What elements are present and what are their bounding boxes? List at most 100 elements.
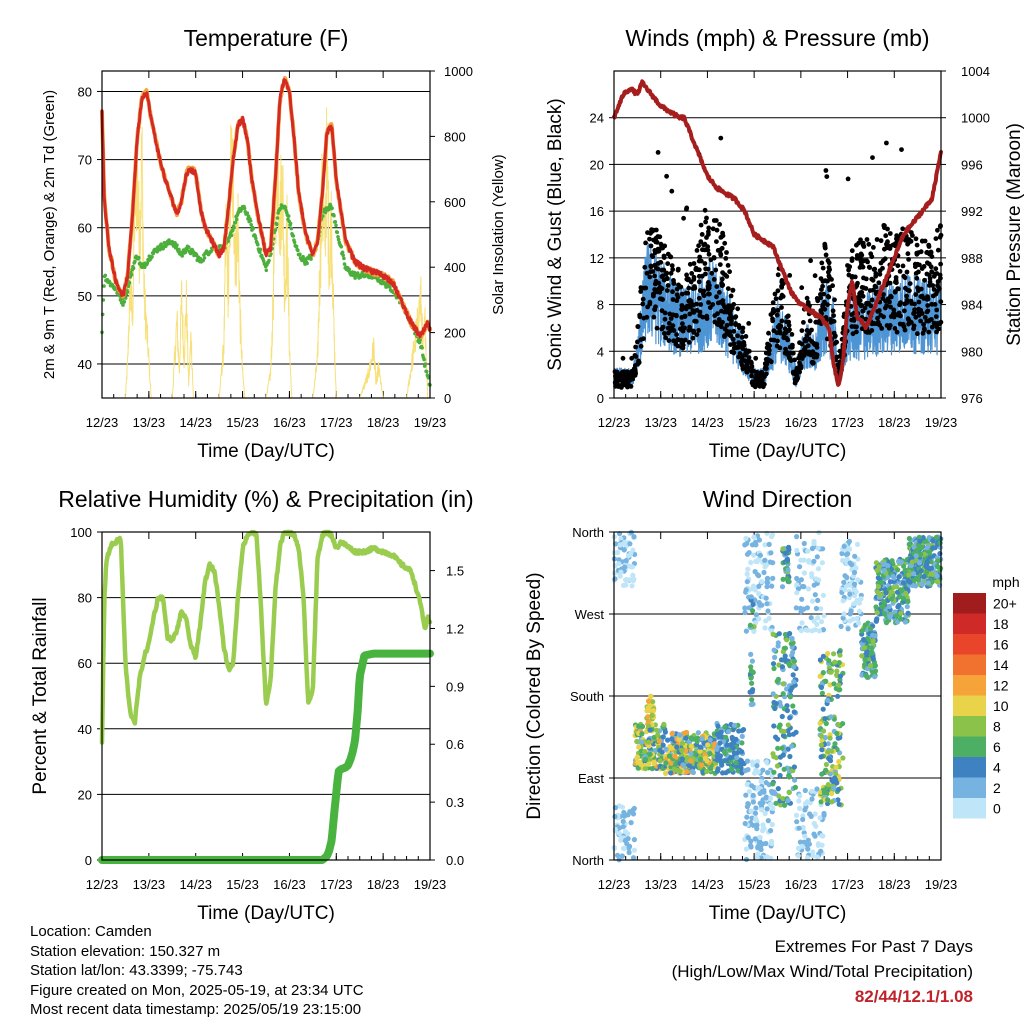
dir-direction-point: [623, 582, 629, 588]
wind-y2tick-label: 1000: [961, 111, 990, 126]
wind-gust-point: [657, 234, 663, 240]
dir-direction-point: [788, 687, 794, 694]
wind-gust-point: [702, 261, 708, 266]
dir-direction-point: [618, 569, 624, 575]
rh-xtick-label: 18/23: [367, 877, 400, 892]
wind-gust-point: [779, 285, 785, 290]
dir-direction-point: [805, 846, 811, 852]
dir-direction-point: [819, 747, 825, 753]
wind-gust-point: [818, 292, 823, 297]
dir-direction-point: [840, 755, 846, 761]
wind-gust-point: [898, 313, 903, 319]
dir-direction-point: [836, 801, 842, 807]
wind-gust-point: [789, 332, 795, 337]
wind-gust-point: [916, 288, 921, 293]
wind-gust-point: [706, 285, 712, 291]
dir-direction-point: [810, 853, 816, 859]
rh-y2tick-label: 1.2: [446, 621, 464, 636]
dir-direction-point: [902, 567, 908, 574]
dir-direction-point: [630, 811, 637, 817]
wind-gust-point: [751, 368, 756, 374]
dir-direction-point: [853, 565, 859, 571]
dir-direction-point: [770, 781, 776, 787]
wind-gust-point: [920, 330, 926, 336]
wind-gust-point: [885, 226, 890, 232]
rh-xtick-label: 12/23: [86, 877, 119, 892]
dir-direction-point: [809, 788, 815, 794]
wind-gust-point: [704, 215, 709, 221]
dir-direction-point: [617, 573, 623, 579]
dir-xtick-label: 17/23: [831, 877, 864, 892]
dir-direction-point: [862, 662, 868, 668]
dir-direction-point: [778, 657, 785, 663]
wind-gust-point: [707, 305, 713, 310]
dir-direction-point: [631, 805, 637, 812]
rh-y2tick-label: 0.6: [446, 737, 464, 752]
temp-y2tick-label: 1000: [444, 64, 473, 79]
dir-direction-point: [838, 623, 844, 630]
wind-gust-point: [726, 332, 732, 338]
dir-direction-point: [749, 658, 756, 664]
dir-direction-point: [924, 545, 930, 551]
dir-direction-point: [807, 811, 813, 817]
temp-dewpoint-point: [340, 250, 345, 255]
temp-ytick-label: 60: [78, 221, 92, 236]
dir-direction-point: [748, 594, 754, 600]
temp-dewpoint-point: [255, 242, 260, 247]
dir-direction-point: [745, 566, 751, 572]
wind-gust-point: [814, 296, 820, 301]
wind-gust-point: [689, 271, 695, 276]
dir-direction-point: [801, 584, 807, 590]
wind-gust-point: [930, 283, 936, 288]
dir-direction-point: [847, 618, 853, 624]
temp-dewpoint-point: [258, 250, 262, 254]
dir-direction-point: [801, 570, 808, 576]
wind-gust-point: [653, 227, 659, 233]
dir-direction-point: [798, 628, 804, 634]
dir-direction-point: [668, 760, 674, 766]
dir-direction-point: [899, 588, 905, 594]
dir-direction-point: [867, 662, 874, 669]
dir-direction-point: [775, 786, 781, 792]
temp-dewpoint-point: [273, 228, 278, 232]
dir-direction-point: [768, 550, 774, 556]
dir-direction-point: [809, 598, 816, 604]
wind-gust-point: [822, 243, 828, 249]
dir-direction-point: [814, 554, 820, 560]
dir-direction-point: [757, 552, 764, 558]
temp-dewpoint-point: [175, 243, 179, 247]
wind-gust-point: [935, 321, 940, 326]
wind-y2tick-label: 984: [961, 298, 983, 313]
wind-gust-point: [866, 241, 872, 247]
wind-gust-point: [866, 300, 871, 306]
dir-xtick-label: 18/23: [878, 877, 911, 892]
dir-direction-point: [816, 577, 822, 583]
wind-gust-point: [696, 295, 702, 301]
wind-gust-point: [694, 248, 700, 253]
wind-gust-point: [714, 227, 720, 233]
dir-direction-point: [672, 753, 678, 759]
dir-direction-point: [744, 814, 750, 820]
dir-direction-point: [631, 847, 638, 853]
dir-direction-point: [750, 799, 757, 805]
temp-dewpoint-point: [342, 256, 346, 261]
dir-direction-point: [852, 553, 858, 559]
wind-gust-point: [641, 315, 647, 321]
dir-direction-point: [688, 743, 694, 749]
dir-direction-point: [869, 649, 875, 655]
dir-direction-point: [802, 787, 808, 794]
dir-direction-point: [746, 605, 752, 611]
wind-gust-point: [723, 306, 729, 311]
dir-direction-point: [832, 741, 838, 747]
wind-gust-point: [727, 269, 732, 275]
wind-gust-point: [717, 262, 723, 267]
temp-dewpoint-point: [388, 285, 392, 289]
dir-direction-point: [731, 722, 738, 728]
dir-direction-point: [841, 611, 847, 617]
dir-direction-point: [756, 600, 762, 606]
dir-direction-point: [745, 835, 751, 841]
dir-direction-point: [925, 580, 931, 586]
dir-direction-point: [856, 620, 862, 626]
wind-gust-point: [927, 279, 933, 285]
dir-direction-point: [818, 619, 825, 625]
